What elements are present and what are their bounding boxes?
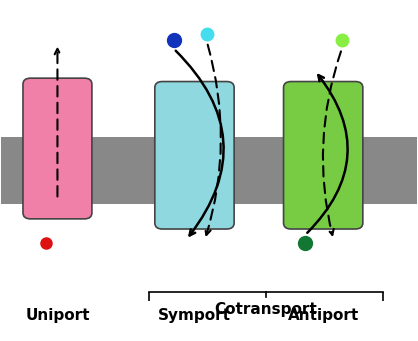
Bar — [1, 137, 417, 204]
Text: Uniport: Uniport — [25, 309, 90, 323]
FancyBboxPatch shape — [283, 81, 363, 229]
Text: Symport: Symport — [158, 309, 231, 323]
FancyBboxPatch shape — [155, 81, 234, 229]
Text: Cotransport: Cotransport — [215, 302, 317, 317]
Text: Antiport: Antiport — [288, 309, 359, 323]
FancyBboxPatch shape — [23, 78, 92, 219]
